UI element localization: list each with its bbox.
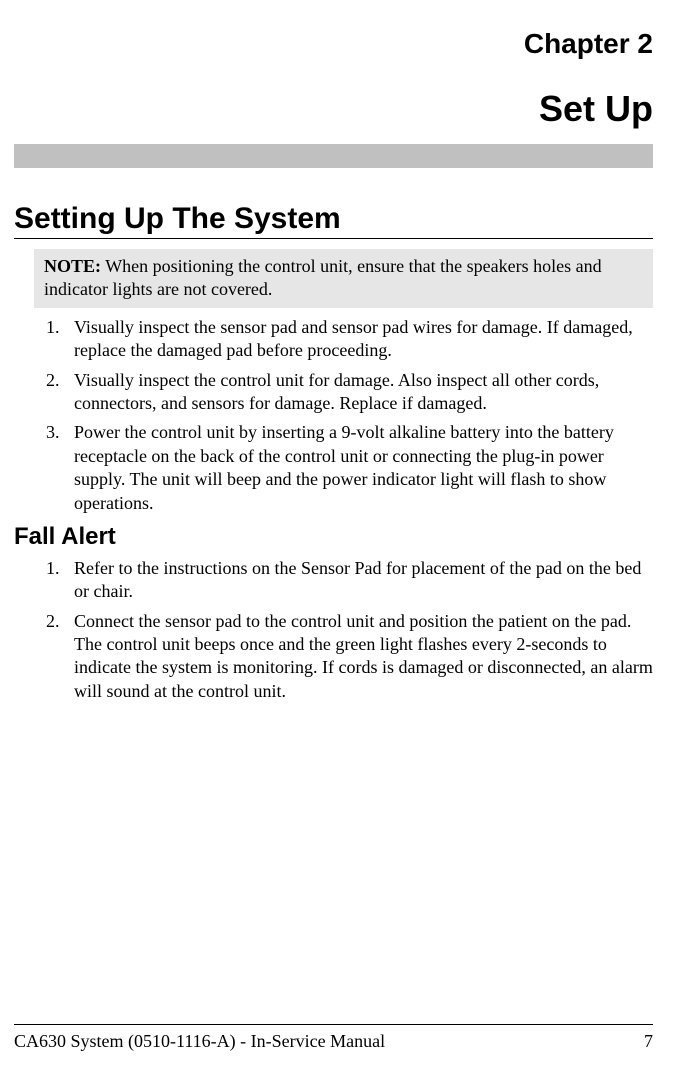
page-footer: CA630 System (0510-1116-A) - In-Service … (14, 1024, 653, 1052)
footer-left-text: CA630 System (0510-1116-A) - In-Service … (14, 1031, 385, 1052)
note-box: NOTE: When positioning the control unit,… (34, 249, 653, 308)
list-item: Visually inspect the control unit for da… (64, 369, 653, 416)
note-label: NOTE: (44, 256, 101, 276)
list-item: Connect the sensor pad to the control un… (64, 610, 653, 704)
chapter-label: Chapter 2 (14, 28, 653, 60)
divider-bar (14, 144, 653, 168)
section-heading-setup: Setting Up The System (14, 202, 653, 239)
list-item: Power the control unit by inserting a 9-… (64, 421, 653, 515)
list-item: Refer to the instructions on the Sensor … (64, 557, 653, 604)
fall-alert-steps-list: Refer to the instructions on the Sensor … (34, 557, 653, 703)
note-text: When positioning the control unit, ensur… (44, 256, 602, 299)
setup-steps-list: Visually inspect the sensor pad and sens… (34, 316, 653, 515)
list-item: Visually inspect the sensor pad and sens… (64, 316, 653, 363)
page-number: 7 (644, 1031, 653, 1052)
chapter-title: Set Up (14, 88, 653, 130)
section-heading-fall-alert: Fall Alert (14, 523, 653, 551)
document-page: Chapter 2 Set Up Setting Up The System N… (0, 0, 681, 1080)
